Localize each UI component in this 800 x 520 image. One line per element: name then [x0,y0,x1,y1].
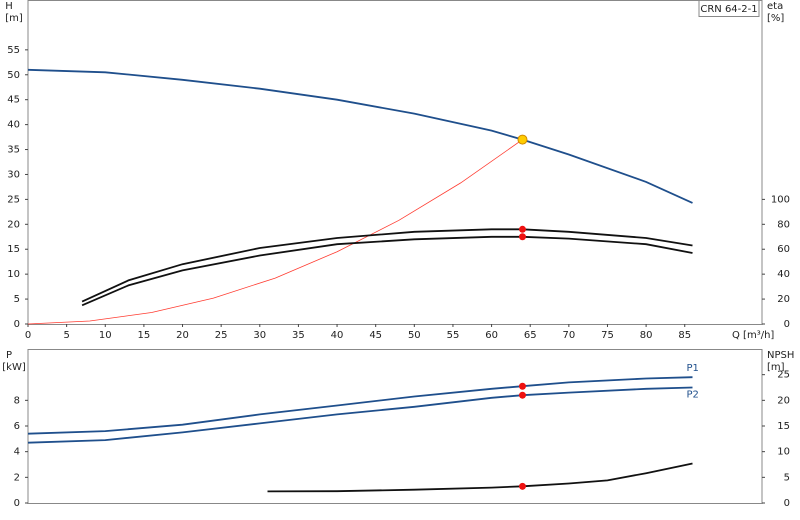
y-axis-label: P [6,350,12,361]
x-tick-label: 20 [176,330,189,341]
operating-point [518,391,526,399]
x-tick-label: 45 [369,330,382,341]
x-tick-label: 65 [524,330,537,341]
x-tick-label: 40 [331,330,344,341]
curve [27,386,693,444]
y2-axis-unit: [%] [767,13,784,24]
y-tick-label: 2 [14,472,20,483]
x-tick-label: 70 [562,330,575,341]
curve [81,228,693,303]
y-tick-label: 10 [7,269,20,280]
y-axis-unit: [kW] [2,362,26,373]
operating-point [518,482,526,490]
operating-point [517,134,528,145]
operating-point [518,382,526,390]
y2-tick-label: 10 [777,447,790,458]
curve-label: P2 [686,390,698,401]
curve [27,139,523,325]
curve [27,376,693,435]
plot-frame [27,349,763,504]
y2-tick-label: 20 [777,294,790,305]
x-tick-label: 10 [99,330,112,341]
x-axis-label: Q [m³/h] [732,330,774,341]
y-tick-label: 30 [7,169,20,180]
x-tick-label: 25 [215,330,228,341]
title-box [698,0,760,17]
y2-tick-label: 20 [777,395,790,406]
x-tick-label: 55 [447,330,460,341]
curve [27,68,693,204]
y-tick-label: 15 [7,244,20,255]
y2-axis-label: NPSH [767,350,794,361]
y2-tick-label: 0 [784,319,790,330]
y2-tick-label: 40 [777,269,790,280]
y-axis-unit: [m] [5,13,23,24]
x-tick-label: 60 [485,330,498,341]
y2-axis-unit: [m] [767,362,785,373]
y-tick-label: 40 [7,120,20,131]
curve [267,462,693,493]
y-tick-label: 35 [7,145,20,156]
y2-tick-label: 100 [771,194,790,205]
y-tick-label: 55 [7,45,20,56]
y-tick-label: 45 [7,95,20,106]
y-tick-label: 0 [14,498,20,509]
y-tick-label: 50 [7,70,20,81]
operating-point [518,225,526,233]
x-tick-label: 85 [678,330,691,341]
x-tick-label: 30 [253,330,266,341]
x-tick-label: 80 [640,330,653,341]
y2-tick-label: 5 [784,472,790,483]
y2-axis-label: eta [767,1,783,12]
curve [81,235,693,307]
x-tick-label: 0 [25,330,31,341]
plot-frame [27,0,763,325]
x-tick-label: 75 [601,330,614,341]
x-tick-label: 50 [408,330,421,341]
y-tick-label: 20 [7,219,20,230]
y2-tick-label: 15 [777,421,790,432]
chart-title: CRN 64-2-1 [700,4,757,15]
y-tick-label: 4 [14,447,20,458]
y-tick-label: 25 [7,194,20,205]
y-tick-label: 8 [14,395,20,406]
x-tick-label: 15 [138,330,151,341]
y-tick-label: 0 [14,319,20,330]
operating-point [518,233,526,241]
y-axis-label: H [5,1,13,12]
x-tick-label: 35 [292,330,305,341]
curve-label: P1 [686,363,698,374]
y2-tick-label: 0 [784,498,790,509]
x-tick-label: 5 [63,330,69,341]
y2-tick-label: 25 [777,370,790,381]
y2-tick-label: 60 [777,244,790,255]
y-tick-label: 6 [14,421,20,432]
y2-tick-label: 80 [777,219,790,230]
y-tick-label: 5 [14,294,20,305]
